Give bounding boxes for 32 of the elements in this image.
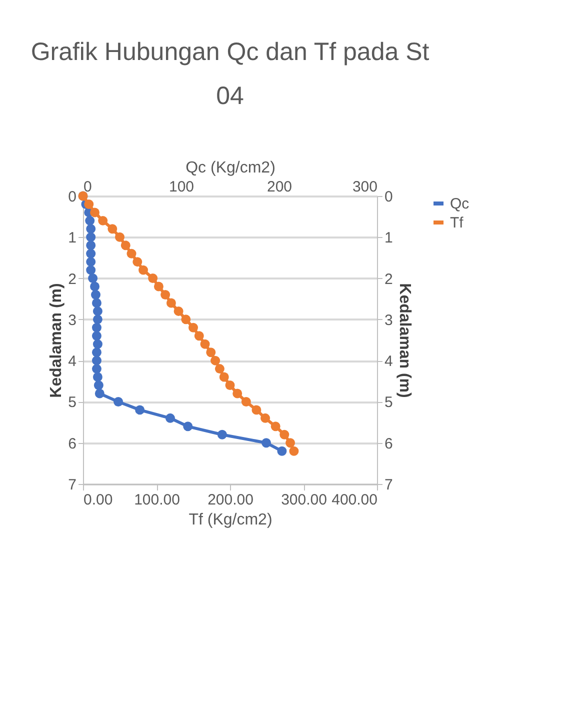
y2-tick-label: 5 — [384, 394, 393, 412]
y2-tick-label: 1 — [384, 230, 393, 247]
y2-tick-label: 3 — [384, 312, 393, 329]
y-tick-label: 5 — [68, 394, 76, 412]
x-tick-label: 300.00 — [281, 492, 327, 508]
x-tick-label: 0.00 — [84, 492, 113, 508]
x2-axis-title: Qc (Kg/cm2) — [186, 160, 276, 176]
y2-tick-label: 2 — [384, 270, 393, 288]
y-tick-label: 6 — [68, 435, 76, 452]
x-tick-label: 400.00 — [332, 492, 378, 508]
legend-label: Qc — [450, 196, 470, 212]
y2-tick-label: 0 — [384, 188, 393, 206]
y-tick-label: 7 — [68, 476, 76, 494]
x2-tick-label: 100 — [168, 178, 194, 196]
y-tick-label: 0 — [68, 188, 76, 206]
y-tick-label: 4 — [68, 353, 76, 370]
chart-title: Grafik Hubungan Qc dan Tf pada St 04 — [30, 38, 430, 110]
legend-label: Tf — [450, 214, 464, 232]
y-tick-label: 3 — [68, 312, 76, 329]
y-tick-label: 1 — [68, 230, 76, 247]
x-tick-label: 200.00 — [208, 492, 254, 508]
y2-tick-label: 7 — [384, 476, 393, 494]
x-axis-title: Tf (Kg/cm2) — [188, 512, 272, 528]
y2-tick-label: 4 — [384, 353, 393, 370]
x2-tick-label: 200 — [266, 178, 292, 196]
x2-tick-label: 0 — [84, 178, 92, 196]
x-tick-label: 100.00 — [134, 492, 180, 508]
y-axis-title: Kedalaman (m) — [48, 283, 66, 398]
y-tick-label: 2 — [68, 270, 76, 288]
y2-tick-label: 6 — [384, 435, 393, 452]
x2-tick-label: 300 — [352, 178, 378, 196]
y2-axis-title: Kedalaman (m) — [396, 283, 413, 398]
